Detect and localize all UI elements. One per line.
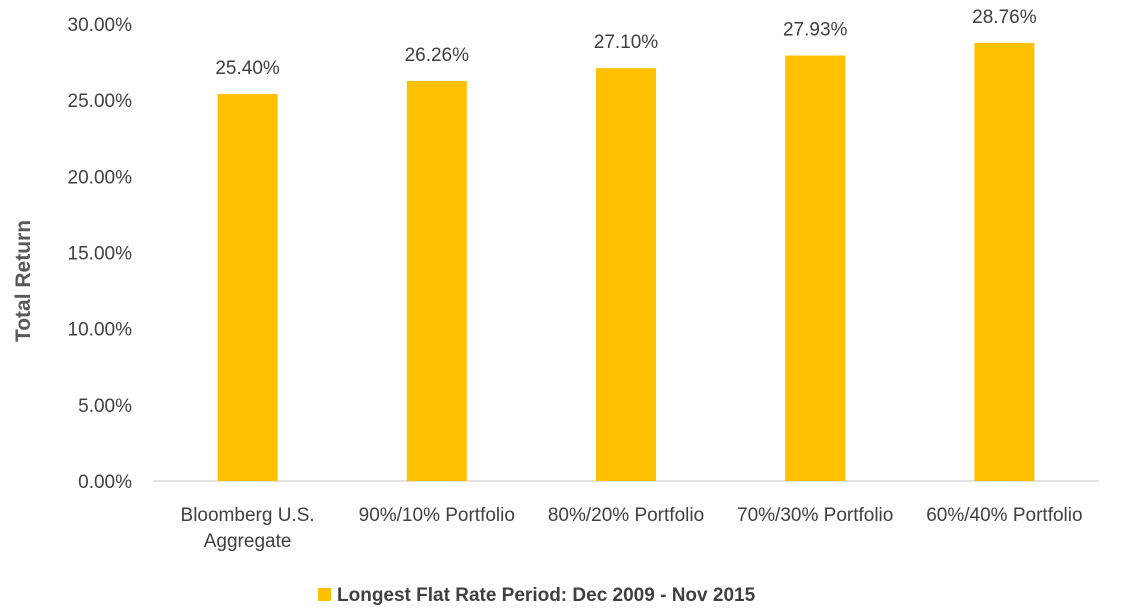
bar [406, 80, 467, 482]
y-tick-label: 30.00% [68, 15, 133, 36]
y-tick-label: 15.00% [68, 244, 133, 265]
y-tick-label: 10.00% [68, 320, 133, 341]
x-category-label-line: 80%/20% Portfolio [548, 505, 704, 526]
bar [785, 55, 846, 482]
y-axis-title-group: Total Return [12, 220, 35, 342]
y-tick-label: 5.00% [78, 396, 132, 417]
y-axis-ticks: 0.00% 5.00% 10.00% 15.00% 20.00% 25.00% 30.00% [68, 15, 133, 493]
x-category-label-line: 60%/40% Portfolio [926, 505, 1082, 526]
bar [974, 42, 1035, 481]
y-tick-label: 20.00% [68, 167, 133, 188]
legend-swatch [318, 588, 331, 601]
legend-label: Longest Flat Rate Period: Dec 2009 - Nov… [337, 585, 756, 606]
x-category-label: 60%/40% Portfolio [926, 505, 1082, 526]
y-tick-label: 0.00% [78, 472, 132, 493]
bar-data-label: 25.40% [215, 58, 280, 79]
x-category-label: Bloomberg U.S. Aggregate [181, 505, 315, 552]
bar-data-label: 27.93% [783, 20, 848, 41]
bar-series [217, 42, 1035, 482]
y-tick-label: 25.00% [68, 91, 133, 112]
bar [596, 68, 656, 481]
x-category-label-line: 70%/30% Portfolio [737, 505, 893, 526]
x-category-label-line: Bloomberg U.S. [181, 505, 315, 526]
bar-data-label: 26.26% [405, 45, 470, 66]
bar [217, 94, 278, 481]
x-category-label: 90%/10% Portfolio [359, 505, 515, 526]
x-axis-category-labels: Bloomberg U.S. Aggregate 90%/10% Portfolio… [181, 505, 1083, 552]
legend: Longest Flat Rate Period: Dec 2009 - Nov… [318, 585, 756, 606]
x-category-label-line: Aggregate [204, 531, 292, 552]
bar-data-label: 27.10% [594, 32, 659, 53]
data-labels: 25.40% 26.26% 27.10% 27.93% 28.76% [215, 7, 1036, 79]
bar-data-label: 28.76% [972, 7, 1037, 28]
x-category-label-line: 90%/10% Portfolio [359, 505, 515, 526]
x-category-label: 70%/30% Portfolio [737, 505, 893, 526]
y-axis-title: Total Return [12, 220, 35, 342]
x-category-label: 80%/20% Portfolio [548, 505, 704, 526]
